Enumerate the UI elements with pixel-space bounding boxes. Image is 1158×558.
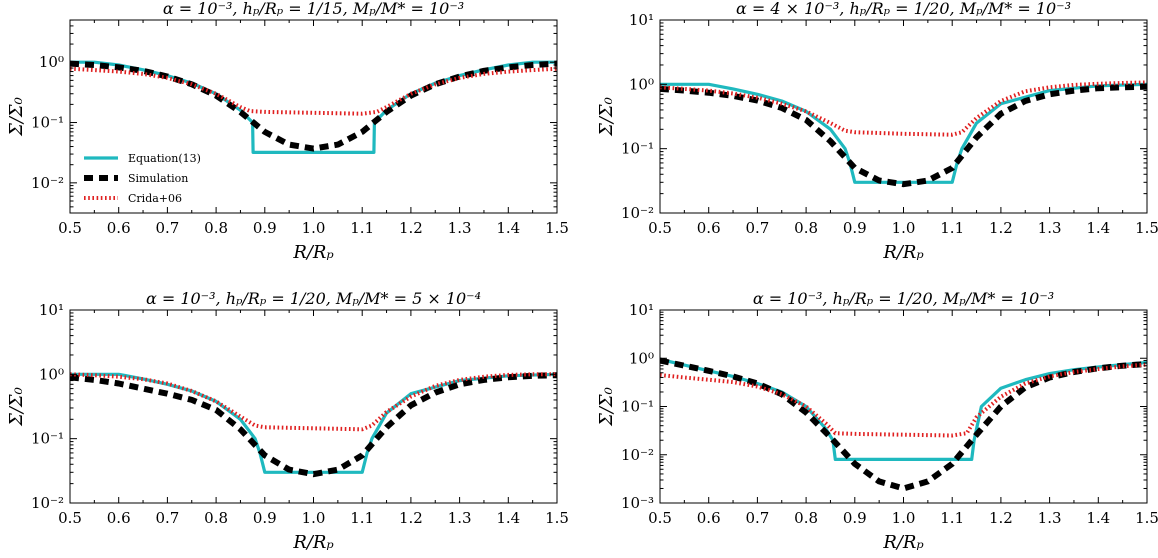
y-tick-label: 10¹ bbox=[39, 301, 64, 319]
legend-label: Equation(13) bbox=[128, 152, 201, 165]
x-tick-label: 1.4 bbox=[496, 509, 520, 527]
x-axis-label: R/Rₚ bbox=[292, 242, 333, 263]
x-tick-label: 0.6 bbox=[697, 219, 721, 237]
x-tick-label: 1.2 bbox=[399, 509, 423, 527]
series-line-solid bbox=[70, 372, 557, 474]
chart-title: α = 4 × 10⁻³, hₚ/Rₚ = 1/20, Mₚ/M* = 10⁻³ bbox=[736, 0, 1071, 18]
x-tick-label: 0.7 bbox=[745, 509, 769, 527]
y-tick-label: 10⁰ bbox=[629, 349, 654, 367]
y-tick-label: 10⁻² bbox=[31, 494, 64, 512]
y-axis-label: Σ/Σ₀ bbox=[6, 387, 27, 427]
x-tick-label: 0.8 bbox=[794, 219, 818, 237]
series-group bbox=[660, 80, 1147, 188]
y-tick-label: 10⁰ bbox=[39, 365, 64, 383]
x-tick-label: 1.1 bbox=[350, 509, 374, 527]
x-tick-label: 1.1 bbox=[350, 219, 374, 237]
x-tick-label: 1.3 bbox=[1038, 509, 1062, 527]
y-tick-label: 10⁻³ bbox=[621, 494, 654, 512]
x-tick-label: 0.5 bbox=[58, 509, 82, 527]
y-tick-label: 10¹ bbox=[629, 11, 654, 29]
x-tick-label: 0.5 bbox=[58, 219, 82, 237]
legend-label: Simulation bbox=[128, 172, 188, 185]
series-line-dotted bbox=[70, 66, 557, 116]
series-group bbox=[70, 60, 557, 154]
panel-bottom-left: 0.5 0.6 0.7 0.8 0.9 1.0 1.1 1.2 1.3 1.4 1.5 10⁻² 10⁻… bbox=[6, 289, 569, 553]
x-tick-label: 1.5 bbox=[545, 509, 569, 527]
series-line-solid bbox=[660, 82, 1147, 184]
x-tick-label: 0.5 bbox=[648, 219, 672, 237]
x-tick-label: 1.2 bbox=[989, 509, 1013, 527]
series-line-dashed bbox=[660, 357, 1147, 492]
y-tick-label: 10⁰ bbox=[629, 75, 654, 93]
x-tick-label: 1.5 bbox=[1135, 509, 1158, 527]
x-tick-label: 0.9 bbox=[253, 219, 277, 237]
x-tick-label: 1.4 bbox=[1086, 509, 1110, 527]
series-line-dashed bbox=[70, 60, 557, 152]
x-tick-label: 1.5 bbox=[1135, 219, 1158, 237]
panel-bottom-right: 0.5 0.6 0.7 0.8 0.9 1.0 1.1 1.2 1.3 1.4 1.5 10⁻³ 10⁻… bbox=[596, 289, 1158, 553]
chart-title: α = 10⁻³, hₚ/Rₚ = 1/15, Mₚ/M* = 10⁻³ bbox=[163, 0, 464, 18]
series-line-dashed bbox=[70, 372, 557, 478]
panel-top-right: 0.5 0.6 0.7 0.8 0.9 1.0 1.1 1.2 1.3 1.4 1.5 10⁻² 10⁻… bbox=[596, 0, 1158, 263]
y-tick-label: 10¹ bbox=[629, 301, 654, 319]
x-tick-label: 1.0 bbox=[892, 219, 916, 237]
y-tick-label: 10⁻¹ bbox=[621, 398, 654, 416]
x-tick-label: 0.8 bbox=[794, 509, 818, 527]
x-tick-label: 0.5 bbox=[648, 509, 672, 527]
x-tick-label: 1.0 bbox=[302, 219, 326, 237]
x-tick-label: 0.9 bbox=[253, 509, 277, 527]
y-tick-label: 10⁻² bbox=[31, 174, 64, 192]
x-tick-label: 1.4 bbox=[1086, 219, 1110, 237]
series-group bbox=[70, 372, 557, 478]
x-tick-label: 1.2 bbox=[989, 219, 1013, 237]
x-tick-label: 0.6 bbox=[107, 509, 131, 527]
x-tick-label: 1.1 bbox=[940, 219, 964, 237]
chart-title: α = 10⁻³, hₚ/Rₚ = 1/20, Mₚ/M* = 10⁻³ bbox=[753, 289, 1054, 308]
x-tick-label: 0.9 bbox=[843, 509, 867, 527]
x-tick-label: 0.7 bbox=[155, 219, 179, 237]
legend-label: Crida+06 bbox=[128, 192, 182, 205]
x-tick-label: 1.3 bbox=[448, 219, 472, 237]
x-tick-label: 1.4 bbox=[496, 219, 520, 237]
y-axis-label: Σ/Σ₀ bbox=[596, 97, 617, 137]
legend: Equation(13) Simulation Crida+06 bbox=[84, 152, 201, 205]
series-line-dashed bbox=[660, 83, 1147, 188]
x-tick-label: 1.3 bbox=[1038, 219, 1062, 237]
y-tick-label: 10⁻¹ bbox=[31, 430, 64, 448]
y-tick-label: 10⁻¹ bbox=[31, 114, 64, 132]
x-tick-label: 1.1 bbox=[940, 509, 964, 527]
x-tick-label: 0.6 bbox=[107, 219, 131, 237]
chart-title: α = 10⁻³, hₚ/Rₚ = 1/20, Mₚ/M* = 5 × 10⁻⁴ bbox=[146, 289, 481, 308]
x-axis-label: R/Rₚ bbox=[882, 532, 923, 553]
y-tick-label: 10⁰ bbox=[39, 53, 64, 71]
x-axis-label: R/Rₚ bbox=[882, 242, 923, 263]
x-tick-label: 0.7 bbox=[155, 509, 179, 527]
x-tick-label: 1.0 bbox=[892, 509, 916, 527]
x-tick-label: 1.2 bbox=[399, 219, 423, 237]
x-tick-label: 0.8 bbox=[204, 509, 228, 527]
x-tick-label: 0.8 bbox=[204, 219, 228, 237]
x-tick-label: 1.0 bbox=[302, 509, 326, 527]
x-tick-label: 0.9 bbox=[843, 219, 867, 237]
x-tick-label: 0.6 bbox=[697, 509, 721, 527]
plot-frame bbox=[659, 309, 1148, 504]
series-line-dotted bbox=[660, 362, 1147, 438]
x-axis-label: R/Rₚ bbox=[292, 532, 333, 553]
y-axis-label: Σ/Σ₀ bbox=[596, 387, 617, 427]
x-tick-label: 1.5 bbox=[545, 219, 569, 237]
x-tick-label: 0.7 bbox=[745, 219, 769, 237]
series-group bbox=[660, 357, 1147, 492]
y-tick-label: 10⁻² bbox=[621, 204, 654, 222]
y-axis-label: Σ/Σ₀ bbox=[6, 97, 27, 137]
panel-top-left: 0.5 0.6 0.7 0.8 0.9 1.0 1.1 1.2 1.3 1.4 1.5 10⁻² 10⁻… bbox=[6, 0, 569, 263]
y-tick-label: 10⁻¹ bbox=[621, 140, 654, 158]
x-tick-label: 1.3 bbox=[448, 509, 472, 527]
y-tick-label: 10⁻² bbox=[621, 446, 654, 464]
